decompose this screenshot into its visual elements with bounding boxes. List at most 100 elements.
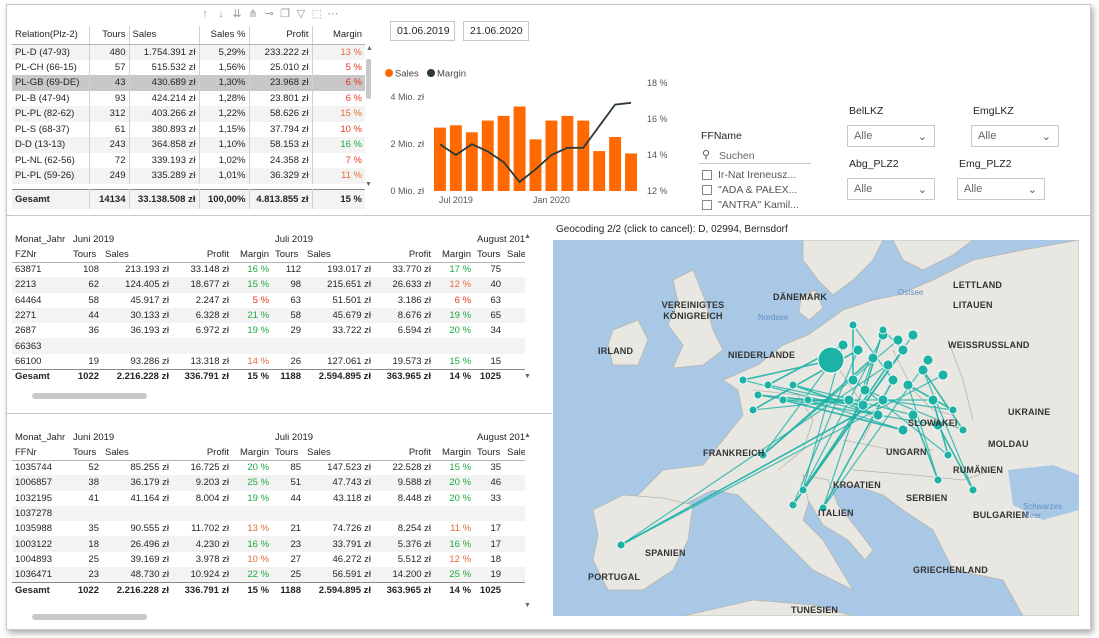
matrix-row[interactable]: 2271 44 30.133 zł 6.328 zł 21 % 58 45.679 zł 8.… <box>12 307 525 324</box>
matrix-cell: 30.133 zł <box>102 307 172 324</box>
column-header[interactable]: Tours <box>272 247 305 263</box>
matrix-row[interactable]: 66363 <box>12 338 525 354</box>
table-row[interactable]: PL-B (47-94) 93 424.214 zł 1,28% 23.801 zł 6 … <box>12 90 365 106</box>
column-header[interactable]: Sales <box>504 445 525 461</box>
matrix-row[interactable]: 1035744 52 85.255 zł 16.725 zł 20 % 85 147.523… <box>12 460 525 475</box>
focus-mode-icon[interactable]: ⬚ <box>311 8 323 20</box>
matrix1-vscroll-down[interactable]: ▼ <box>524 373 531 380</box>
column-header[interactable]: Tours <box>474 247 505 263</box>
column-header[interactable]: Profit <box>172 247 232 263</box>
matrix-total-cell: Gesamt <box>12 368 70 385</box>
ffname-item[interactable]: "ADA & PAŁEX... <box>699 182 814 197</box>
matrix2-hscroll[interactable] <box>32 614 147 620</box>
expand-tree-icon[interactable]: ⋔ <box>248 8 258 20</box>
start-date-input[interactable]: 01.06.2019 <box>390 21 455 41</box>
emg-plz2-dropdown[interactable]: Alle ⌄ <box>957 178 1045 200</box>
table-row[interactable]: PL-CH (66-15) 57 515.532 zł 1,56% 25.010 zł 5… <box>12 59 365 75</box>
column-header[interactable]: Tours <box>70 445 102 461</box>
column-header[interactable]: Margin <box>434 445 475 461</box>
double-arrow-down-icon[interactable]: ⇊ <box>232 8 242 20</box>
checkbox[interactable] <box>702 199 712 210</box>
column-header[interactable]: Profit <box>374 247 435 263</box>
table-header[interactable]: Tours <box>89 26 130 45</box>
more-options-icon[interactable]: ⋯ <box>327 8 339 20</box>
matrix-row[interactable]: 1032195 41 41.164 zł 8.004 zł 19 % 44 43.118 z… <box>12 491 525 506</box>
column-header[interactable]: Profit <box>172 445 232 461</box>
matrix1-vscroll-up[interactable]: ▲ <box>524 233 531 240</box>
matrix-row[interactable]: 1004893 25 39.169 zł 3.978 zł 10 % 27 46.272 z… <box>12 552 525 567</box>
end-date-input[interactable]: 21.06.2020 <box>463 21 529 41</box>
table-row[interactable]: PL-PL (82-62) 312 403.266 zł 1,22% 58.626 zł… <box>12 106 365 122</box>
ffname-item-label: Ir-Nat Ireneusz... <box>718 168 797 181</box>
ffname-search[interactable]: ⚲ Suchen <box>699 148 811 164</box>
abg-plz2-dropdown[interactable]: Alle ⌄ <box>847 178 935 200</box>
location-bubble <box>877 394 889 406</box>
europe-map <box>592 240 1079 616</box>
checkbox[interactable] <box>702 184 712 195</box>
table-scrollbar[interactable]: ▲ ▼ <box>365 45 373 188</box>
filter-icon[interactable]: ▽ <box>296 8 306 20</box>
matrix-cell: 213.193 zł <box>125 264 169 276</box>
ffname-item[interactable]: Ir-Nat Ireneusz... <box>699 167 814 182</box>
table-row[interactable]: PL-S (68-37) 61 380.893 zł 1,15% 37.794 zł 10… <box>12 121 365 137</box>
country-label: GRIECHENLAND <box>913 565 988 575</box>
arrow-down-icon[interactable]: ↓ <box>218 8 224 20</box>
matrix-row[interactable]: 64464 58 45.917 zł 2.247 zł 5 % 63 51.501 zł 3.… <box>12 293 525 308</box>
pin-icon[interactable]: ⊸ <box>264 8 274 20</box>
geocoding-status[interactable]: Geocoding 2/2 (click to cancel): D, 0299… <box>553 220 1079 240</box>
table-header[interactable]: Sales <box>129 26 200 45</box>
table-header[interactable]: Relation(Plz-2) <box>12 26 90 45</box>
matrix-row[interactable]: 1036471 23 48.730 zł 10.924 zł 22 % 25 56.591 … <box>12 567 525 583</box>
bellkz-dropdown[interactable]: Alle ⌄ <box>847 125 935 147</box>
matrix-row[interactable]: 66100 19 93.286 zł 13.318 zł 14 % 26 127.061 z… <box>12 354 525 369</box>
matrix-row[interactable]: 1037278 <box>12 505 525 522</box>
matrix-row[interactable]: 2213 62 124.405 zł 18.677 zł 15 % 98 215.651 z… <box>12 277 525 293</box>
column-header[interactable]: Sales <box>304 445 375 461</box>
month-header[interactable]: August 2019 <box>477 234 525 245</box>
column-header[interactable]: Sales <box>504 247 525 263</box>
month-header[interactable]: August 2019 <box>477 432 525 443</box>
month-header[interactable]: Juli 2019 <box>275 432 314 443</box>
matrix-total-cell: 1188 <box>272 368 305 385</box>
column-header[interactable]: Tours <box>272 445 305 461</box>
matrix-row[interactable]: 1003122 18 26.496 zł 4.230 zł 16 % 23 33.791 z… <box>12 536 525 552</box>
table-header[interactable]: Margin <box>312 26 365 45</box>
copy-icon[interactable]: ❐ <box>280 8 290 20</box>
matrix-row[interactable]: 2687 36 36.193 zł 6.972 zł 19 % 29 33.722 zł 6.… <box>12 323 525 338</box>
column-header[interactable]: Profit <box>374 445 435 461</box>
matrix2-vscroll-down[interactable]: ▼ <box>524 602 531 609</box>
column-header[interactable]: Sales <box>102 247 172 263</box>
table-header[interactable]: Profit <box>249 26 313 45</box>
column-header[interactable]: Sales <box>304 247 375 263</box>
emglkz-dropdown[interactable]: Alle ⌄ <box>971 125 1059 147</box>
table-row[interactable]: PL-NL (62-56) 72 339.193 zł 1,02% 24.358 zł 7… <box>12 152 365 168</box>
matrix-row[interactable]: 63871 108 213.193 zł 33.148 zł 16 % 112 193.01… <box>12 262 525 277</box>
column-header[interactable]: Tours <box>70 247 102 263</box>
matrix-cell: 14 % <box>247 355 270 367</box>
column-header[interactable]: Sales <box>102 445 172 461</box>
table-row[interactable]: PL-D (47-93) 480 1.754.391 zł 5,29% 233.222 … <box>12 44 365 60</box>
matrix1-hscroll[interactable] <box>32 393 147 399</box>
table-header[interactable]: Sales % <box>199 26 250 45</box>
matrix-row[interactable]: 1035988 35 90.555 zł 11.702 zł 13 % 21 74.726 … <box>12 521 525 536</box>
map-visual[interactable]: Geocoding 2/2 (click to cancel): D, 0299… <box>553 220 1079 616</box>
table-row[interactable]: PL-PL (59-26) 249 335.289 zł 1,01% 36.329 zł… <box>12 168 365 184</box>
month-header[interactable]: Juni 2019 <box>73 432 115 443</box>
column-header[interactable]: Tours <box>474 445 505 461</box>
column-header[interactable]: Margin <box>434 247 475 263</box>
arrow-up-icon[interactable]: ↑ <box>202 8 208 20</box>
table-cell: PL-GB (69-DE) <box>12 75 90 91</box>
ffname-item[interactable]: "ANTRA" Kamil... <box>699 197 814 212</box>
matrix-row[interactable]: 1006857 38 36.179 zł 9.203 zł 25 % 51 47.743 z… <box>12 475 525 491</box>
month-header[interactable]: Juni 2019 <box>73 234 115 245</box>
month-header[interactable]: Juli 2019 <box>275 234 314 245</box>
column-header[interactable]: Margin <box>232 247 273 263</box>
table-row[interactable]: D-D (13-13) 243 364.858 zł 1,10% 58.153 zł 16… <box>12 137 365 153</box>
column-header[interactable]: Margin <box>232 445 273 461</box>
matrix-cell: 98 <box>272 277 305 293</box>
matrix-cell: 12 % <box>434 277 475 293</box>
table-row[interactable]: PL-GB (69-DE) 43 430.689 zł 1,30% 23.968 zł 6… <box>12 75 365 91</box>
checkbox[interactable] <box>702 169 712 180</box>
matrix2-vscroll-up[interactable]: ▲ <box>524 432 531 439</box>
matrix-cell: 25 % <box>434 567 475 583</box>
